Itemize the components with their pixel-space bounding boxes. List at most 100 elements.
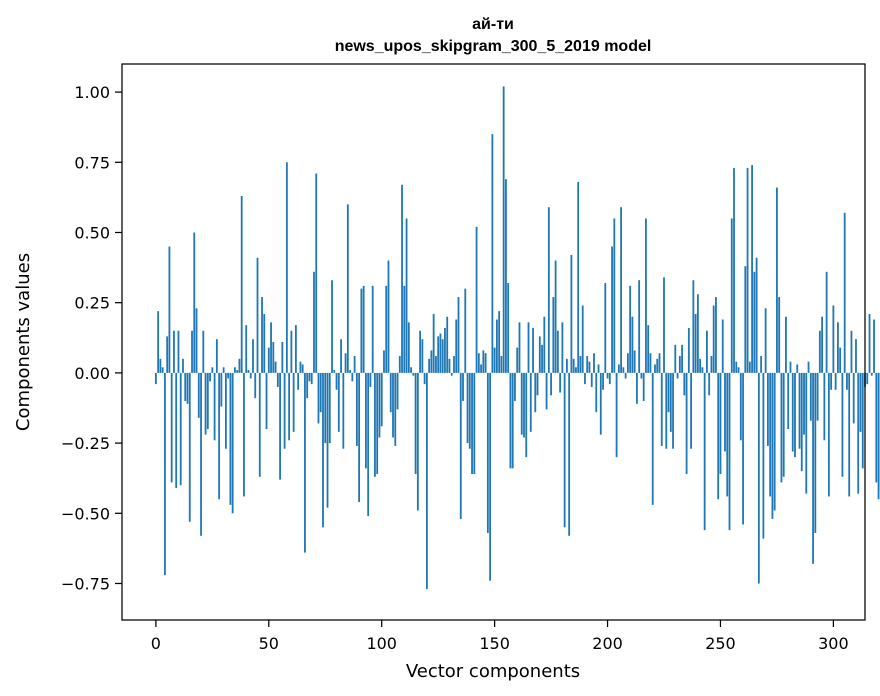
- bar-component-188: [579, 356, 582, 373]
- bar-component-201: [608, 372, 611, 385]
- bar-component-163: [523, 372, 525, 438]
- x-tick-label: 300: [818, 634, 849, 653]
- bar-component-114: [412, 372, 415, 376]
- bar-component-59: [288, 372, 291, 441]
- bar-component-215: [640, 372, 643, 379]
- bar-component-262: [746, 167, 749, 373]
- bar-component-129: [446, 316, 449, 373]
- bar-component-52: [272, 342, 275, 373]
- chart-title-line2: news_upos_skipgram_300_5_2019 model: [335, 38, 652, 55]
- bar-component-298: [827, 372, 830, 497]
- bar-component-271: [766, 372, 769, 446]
- bar-component-94: [367, 372, 370, 517]
- bar-component-16: [191, 330, 193, 373]
- bar-component-237: [690, 372, 693, 449]
- bar-component-31: [224, 372, 227, 449]
- bar-component-138: [466, 372, 469, 444]
- y-tick-label: 0.25: [74, 294, 110, 313]
- bar-component-254: [728, 372, 731, 531]
- bar-component-167: [532, 327, 534, 373]
- bar-component-305: [843, 212, 846, 373]
- bar-component-234: [683, 372, 686, 396]
- bar-component-172: [543, 316, 546, 373]
- bar-component-141: [473, 372, 476, 474]
- bar-component-265: [753, 271, 756, 373]
- bar-component-153: [500, 356, 503, 373]
- bar-component-192: [588, 361, 591, 373]
- bar-component-37: [238, 358, 241, 373]
- bar-component-143: [477, 353, 480, 373]
- bar-component-242: [701, 367, 704, 373]
- bar-component-289: [807, 361, 810, 373]
- bar-component-57: [283, 372, 286, 449]
- bar-component-160: [516, 347, 519, 373]
- bar-component-204: [615, 372, 618, 458]
- bar-component-145: [482, 350, 485, 373]
- bar-component-158: [511, 372, 514, 469]
- bar-component-243: [703, 372, 706, 531]
- bar-component-291: [812, 372, 814, 564]
- bar-component-306: [846, 372, 848, 390]
- bar-component-300: [832, 305, 835, 373]
- bar-component-295: [821, 316, 823, 373]
- bar-component-127: [441, 339, 444, 373]
- bar-component-19: [197, 372, 200, 418]
- x-tick-label: 150: [479, 634, 510, 653]
- bar-component-23: [206, 372, 209, 430]
- bar-component-223: [658, 353, 661, 373]
- bar-component-43: [252, 339, 254, 373]
- bar-component-85: [346, 204, 349, 373]
- bar-component-113: [410, 367, 412, 373]
- bar-component-279: [785, 316, 787, 373]
- y-axis-ticks: −0.75 −0.50 −0.25 0.00 0.25 0.50 0.75 1.00: [61, 83, 122, 593]
- x-tick-label: 0: [151, 634, 161, 653]
- bar-component-257: [735, 361, 738, 373]
- bar-component-275: [776, 187, 778, 373]
- bar-component-178: [556, 330, 559, 373]
- bar-component-39: [243, 372, 245, 497]
- bar-component-50: [267, 347, 270, 373]
- bar-component-245: [708, 372, 711, 396]
- bar-component-107: [396, 372, 399, 410]
- bar-component-286: [800, 372, 803, 472]
- bar-component-101: [383, 350, 385, 373]
- bar-component-224: [660, 372, 663, 446]
- x-tick-label: 100: [366, 634, 397, 653]
- bar-component-170: [538, 336, 541, 373]
- bar-component-48: [263, 313, 266, 373]
- bar-component-55: [279, 372, 281, 480]
- bar-component-263: [748, 361, 751, 373]
- bar-component-88: [353, 356, 356, 373]
- bar-component-137: [464, 288, 467, 373]
- bar-component-44: [254, 372, 257, 399]
- bar-component-51: [270, 322, 272, 373]
- bar-component-166: [529, 372, 532, 432]
- bar-component-197: [599, 372, 602, 435]
- bar-component-302: [837, 322, 839, 373]
- bar-component-232: [678, 356, 681, 373]
- bar-component-20: [200, 372, 202, 536]
- bar-component-80: [335, 372, 338, 390]
- bar-component-42: [249, 372, 252, 379]
- bar-component-266: [755, 257, 758, 373]
- bar-component-91: [360, 288, 363, 373]
- bar-component-309: [852, 372, 855, 424]
- bar-component-285: [798, 372, 801, 449]
- bar-component-207: [622, 367, 625, 373]
- bar-component-128: [444, 327, 446, 373]
- bar-component-310: [855, 339, 857, 373]
- bar-component-3: [161, 367, 164, 373]
- bar-component-255: [730, 218, 733, 373]
- bar-component-193: [590, 372, 593, 387]
- bar-component-176: [552, 297, 555, 373]
- bar-component-222: [656, 358, 659, 373]
- bar-component-296: [823, 372, 826, 441]
- bar-component-278: [782, 372, 785, 477]
- bar-component-6: [168, 246, 171, 373]
- bar-component-214: [638, 280, 641, 373]
- y-tick-label: 0.50: [74, 223, 110, 242]
- bar-component-74: [322, 372, 324, 528]
- bar-component-130: [448, 358, 451, 373]
- bar-component-320: [877, 372, 880, 500]
- bar-component-206: [620, 207, 622, 373]
